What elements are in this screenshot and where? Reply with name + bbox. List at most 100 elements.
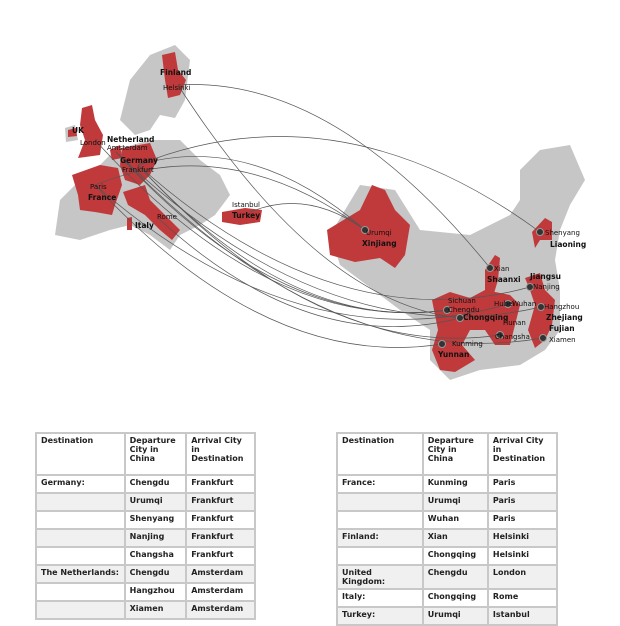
route-xiamen-amsterdam [115,151,544,344]
departure-cell: Hangzhou [123,582,188,602]
label-xinjiang: Xinjiang [362,239,397,248]
departure-cell: Chengdu [421,564,489,590]
departure-cell: Wuhan [421,510,489,530]
france-region [72,165,122,215]
table-row: United Kingdom: Chengdu London [336,564,559,590]
destination-cell [35,528,126,548]
route-chongqing-helsinki [177,84,461,319]
table-row: Hangzhou Amsterdam [35,582,256,602]
table-row: France: Kunming Paris [336,474,559,494]
departure-cell: Chengdu [123,474,188,494]
destination-cell [35,600,126,620]
arrival-cell: Frankfurt [185,492,256,512]
destination-cell [336,510,424,530]
departure-cell: Changsha [123,546,188,566]
table-row: Xiamen Amsterdam [35,600,256,620]
destination-cell [336,546,424,566]
city-marker-wuhan [504,300,512,308]
city-markers [361,226,547,348]
arrival-cell: Frankfurt [185,510,256,530]
label-kunming: Kunming [452,340,483,348]
city-marker-chongqing [456,314,464,322]
label-hubei: Hubei [494,300,514,308]
label-changsha: Changsha [495,333,530,341]
table-row: Italy: Chongqing Rome [336,588,559,608]
route-wuhan-paris [94,184,509,320]
destination-cell [35,582,126,602]
destination-cell: United Kingdom: [336,564,424,590]
city-marker-hangzhou [537,303,545,311]
departure-cell: Xian [421,528,489,548]
land-masses [55,45,585,380]
xinjiang-region [327,185,410,268]
departure-cell: Kunming [421,474,489,494]
route-changsha-frankfurt [137,164,501,339]
southwest-region [432,290,520,372]
arrival-cell: Amsterdam [185,582,256,602]
label-amsterdam: Amsterdam [107,144,148,152]
label-hunan: Hunan [503,319,526,327]
route-kunming-paris [94,184,443,348]
china [330,145,585,380]
destination-cell [336,492,424,512]
ireland-region [68,128,77,137]
label-urumqi: Urumqi [366,229,392,237]
label-france: France [88,193,116,202]
arrival-cell: Amsterdam [185,564,256,584]
label-xiamen: Xiamen [549,336,576,344]
arrival-cell: Paris [486,474,559,494]
arrival-cell: Frankfurt [185,474,256,494]
header-departure: Departure City in China [421,432,489,476]
city-marker-urumqi [361,226,369,234]
header-departure: Departure City in China [123,432,188,476]
departure-cell: Urumqi [421,606,489,626]
label-liaoning: Liaoning [550,240,586,249]
label-rome: Rome [157,213,177,221]
departure-cell: Chongqing [421,588,489,608]
uk-region [78,105,103,158]
arrival-cell: Rome [486,588,559,608]
departure-cell: Nanjing [123,528,188,548]
route-urumqi-frankfurt [137,156,366,231]
routes-table-left: Destination Departure City in China Arri… [35,432,256,620]
destination-cell: France: [336,474,424,494]
routes-table-right: Destination Departure City in China Arri… [336,432,559,626]
label-sichuan: Sichuan [448,297,476,305]
departure-cell: Chengdu [123,564,188,584]
table-row: Urumqi Frankfurt [35,492,256,512]
route-map: Finland Helsinki UK London Netherland Am… [55,45,586,380]
city-marker-chengdu [443,306,451,314]
header-arrival: Arrival City in Destination [185,432,256,476]
label-turkey: Turkey [232,211,260,220]
label-uk: UK [72,126,85,135]
table-row: Finland: Xian Helsinki [336,528,559,548]
destination-cell: The Netherlands: [35,564,126,584]
table-row: Germany: Chengdu Frankfurt [35,474,256,494]
header-destination: Destination [35,432,126,476]
destination-cell [35,510,126,530]
destination-cell: Italy: [336,588,424,608]
arrival-cell: Helsinki [486,546,559,566]
label-chongqing: Chongqing [463,313,508,322]
table-row: Turkey: Urumqi Istanbul [336,606,559,626]
table-row: The Netherlands: Chengdu Amsterdam [35,564,256,584]
sardinia-region [127,217,132,230]
departure-cell: Shenyang [123,510,188,530]
arrival-cell: Istanbul [486,606,559,626]
route-chengdu-london [94,139,448,314]
table-row: Nanjing Frankfurt [35,528,256,548]
destination-cell: Turkey: [336,606,424,626]
destination-cell: Finland: [336,528,424,548]
label-italy: Italy [135,221,154,230]
label-shaanxi: Shaanxi [487,275,521,284]
germany-region [120,143,157,185]
departure-cell: Xiamen [123,600,188,620]
label-xian: Xian [494,265,509,273]
city-marker-shenyang [536,228,544,236]
arrival-cell: Frankfurt [185,546,256,566]
destination-cell: Germany: [35,474,126,494]
label-fujian: Fujian [549,324,575,333]
destination-cell [35,492,126,512]
label-hangzhou: Hangzhou [544,303,579,311]
route-shenyang-frankfurt [137,136,541,233]
